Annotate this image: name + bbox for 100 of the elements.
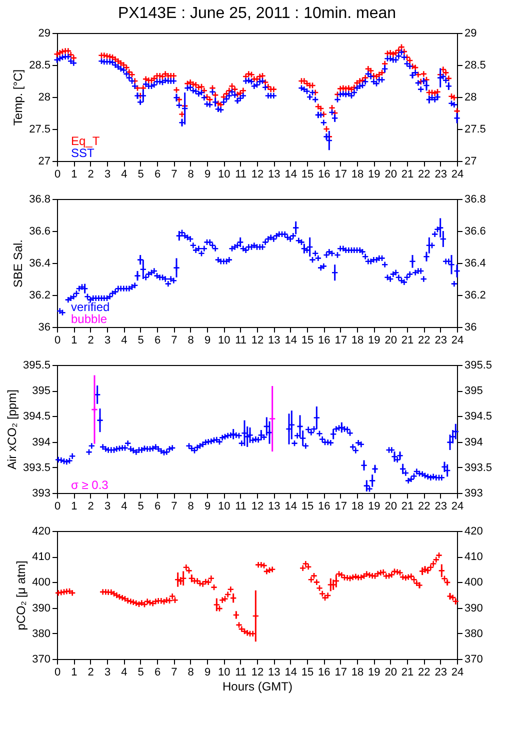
y-tick-label: 393 xyxy=(32,488,50,500)
x-tick-label: 19 xyxy=(368,168,380,180)
x-tick-label: 15 xyxy=(301,666,314,678)
x-tick-label: 18 xyxy=(351,168,364,180)
y2-tick-label: 27 xyxy=(464,156,477,168)
x-tick-label: 13 xyxy=(268,168,280,180)
y2-tick-label: 394.5 xyxy=(464,410,492,423)
x-tick-label: 15 xyxy=(301,334,314,346)
x-tick-label: 14 xyxy=(284,666,297,678)
y-tick-label: 27 xyxy=(38,156,50,168)
x-tick-label: 13 xyxy=(268,500,280,512)
x-tick-label: 22 xyxy=(418,666,430,678)
x-tick-label: 12 xyxy=(251,500,264,512)
y-tick-label: 36.8 xyxy=(29,194,50,206)
y2-tick-label: 395 xyxy=(464,385,483,398)
x-tick-label: 21 xyxy=(401,666,414,678)
x-tick-label: 5 xyxy=(138,500,144,512)
x-tick-label: 24 xyxy=(451,666,464,678)
x-tick-label: 23 xyxy=(434,168,447,180)
x-tick-label: 20 xyxy=(384,168,397,180)
y-tick-label: 410 xyxy=(32,551,50,564)
x-tick-label: 8 xyxy=(188,334,194,346)
y-tick-label: 395.5 xyxy=(22,360,50,372)
x-tick-label: 8 xyxy=(188,168,194,180)
y-tick-label: 395 xyxy=(32,385,50,398)
y2-tick-label: 370 xyxy=(464,654,483,666)
text: SST xyxy=(71,146,96,160)
y-tick-label: 36.4 xyxy=(29,258,50,270)
y2-tick-label: 395.5 xyxy=(464,360,492,372)
y2-tick-label: 36 xyxy=(464,322,477,334)
x-tick-label: 15 xyxy=(301,168,314,180)
y2-tick-label: 393 xyxy=(464,488,483,500)
x-tick-label: 8 xyxy=(188,666,194,678)
y2-tick-label: 36.8 xyxy=(464,194,486,206)
x-tick-label: 9 xyxy=(204,168,211,180)
y2-tick-label: 420 xyxy=(464,526,483,538)
x-tick-label: 4 xyxy=(121,334,128,346)
x-tick-label: 15 xyxy=(301,500,314,512)
x-tick-label: 3 xyxy=(104,334,111,346)
x-tick-label: 10 xyxy=(218,666,230,678)
x-tick-label: 19 xyxy=(368,666,380,678)
y2-tick-label: 410 xyxy=(464,551,483,564)
x-tick-label: 11 xyxy=(235,334,247,346)
x-tick-label: 16 xyxy=(318,666,330,678)
y2-tick-label: 28.5 xyxy=(464,60,486,72)
y-tick-label: 393.5 xyxy=(22,462,50,474)
y-axis-title: Temp. [°C] xyxy=(11,69,26,126)
y-tick-label: 370 xyxy=(32,654,50,666)
x-tick-label: 1 xyxy=(71,334,78,346)
x-tick-label: 10 xyxy=(218,334,230,346)
y2-tick-label: 380 xyxy=(464,628,483,640)
x-tick-label: 18 xyxy=(351,666,364,678)
x-tick-label: 10 xyxy=(218,168,230,180)
x-tick-label: 24 xyxy=(451,334,464,346)
y-tick-label: 27.5 xyxy=(29,124,50,136)
x-tick-label: 22 xyxy=(418,500,430,512)
x-tick-label: 20 xyxy=(384,666,397,678)
x-tick-label: 11 xyxy=(235,168,247,180)
x-tick-label: 5 xyxy=(138,168,144,180)
x-tick-label: 0 xyxy=(54,666,61,678)
x-tick-label: 1 xyxy=(71,500,78,512)
x-tick-label: 19 xyxy=(368,500,380,512)
x-tick-label: 9 xyxy=(204,334,211,346)
x-tick-label: 17 xyxy=(334,666,347,678)
x-tick-label: 2 xyxy=(88,334,94,346)
x-tick-label: 19 xyxy=(368,334,380,346)
x-tick-label: 14 xyxy=(284,334,297,346)
x-tick-label: 22 xyxy=(418,168,430,180)
x-axis-title: Hours (GMT) xyxy=(222,680,292,694)
y-tick-label: 420 xyxy=(32,526,50,538)
x-tick-label: 9 xyxy=(204,500,211,512)
x-tick-label: 16 xyxy=(318,334,330,346)
y2-tick-label: 390 xyxy=(464,602,483,614)
x-tick-label: 0 xyxy=(54,168,61,180)
y2-tick-label: 27.5 xyxy=(464,124,486,136)
x-tick-label: 17 xyxy=(334,500,347,512)
x-tick-label: 20 xyxy=(384,334,397,346)
y2-tick-label: 393.5 xyxy=(464,462,492,474)
text: σ ≥ 0.3 xyxy=(71,478,109,492)
x-tick-label: 6 xyxy=(154,334,161,346)
y-axis-title: Air xCO₂ [ppm] xyxy=(4,389,19,470)
x-tick-label: 17 xyxy=(334,334,347,346)
x-tick-label: 13 xyxy=(268,334,280,346)
x-tick-label: 6 xyxy=(154,168,161,180)
y2-tick-label: 29 xyxy=(464,28,477,40)
x-tick-label: 0 xyxy=(54,500,61,512)
y-tick-label: 390 xyxy=(32,602,50,614)
x-tick-label: 4 xyxy=(121,168,128,180)
x-tick-label: 1 xyxy=(71,666,78,678)
x-tick-label: 6 xyxy=(154,500,161,512)
x-tick-label: 16 xyxy=(318,168,330,180)
x-tick-label: 7 xyxy=(171,500,178,512)
x-tick-label: 7 xyxy=(171,334,178,346)
y-tick-label: 394 xyxy=(32,436,50,448)
x-tick-label: 13 xyxy=(268,666,280,678)
y-axis-title: SBE Sal. xyxy=(11,239,26,288)
y-axis-title: pCO₂ [μ atm] xyxy=(14,560,28,630)
x-tick-label: 5 xyxy=(138,334,144,346)
x-tick-label: 10 xyxy=(218,500,230,512)
x-tick-label: 8 xyxy=(188,500,194,512)
